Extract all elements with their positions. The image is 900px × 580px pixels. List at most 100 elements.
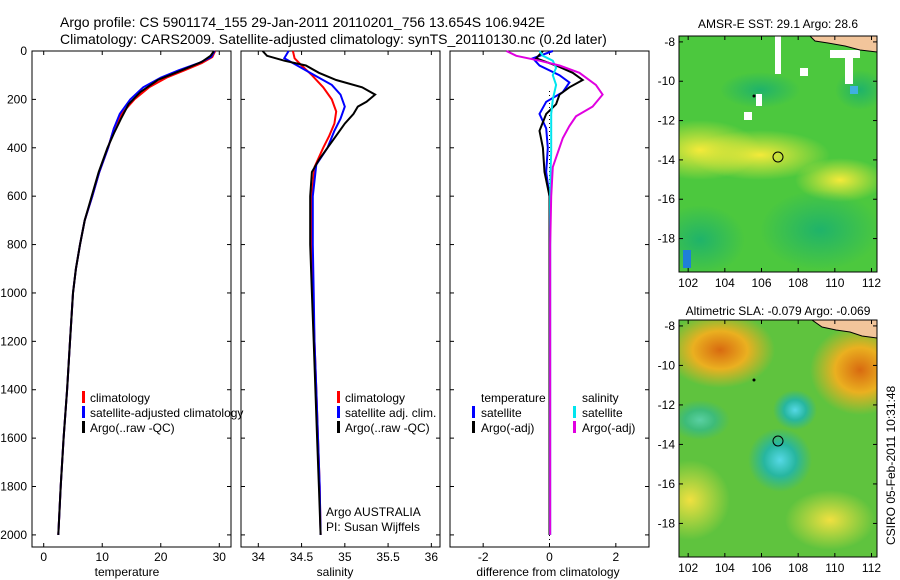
- depth-tick-label: 800: [7, 238, 27, 252]
- temperature-panel-frame: [31, 50, 232, 548]
- salinity-legend: climatology satellite adj. clim. Argo(..…: [337, 391, 436, 435]
- depth-tick-label: 400: [7, 141, 27, 155]
- map-y-tick-label: -18: [658, 516, 676, 530]
- legend-label-sal-satellite: satellite: [582, 406, 623, 420]
- series-line-satellite-adjusted-climatology: [57, 50, 216, 535]
- sla-map-frame: [678, 319, 878, 558]
- depth-tick-label: 2000: [0, 528, 27, 542]
- legend-swatch-argo: [337, 421, 340, 433]
- depth-tick-label: 1000: [0, 286, 27, 300]
- argo-location-marker: [772, 151, 784, 163]
- depth-axis: 0 200 400 600 800 1000 1200 1400 1600 1800 2000: [0, 44, 27, 542]
- map-y-tick-label: -18: [658, 232, 676, 246]
- header-line-2: Climatology: CARS2009. Satellite-adjuste…: [60, 31, 607, 47]
- x-tick-label: 30: [213, 550, 227, 564]
- salinity-panel-frame: [240, 50, 441, 548]
- series-line-temperature-argo-adj-: [534, 50, 585, 535]
- depth-tick-label: 1800: [0, 480, 27, 494]
- map-x-tick-label: 106: [751, 561, 771, 575]
- map-y-tick-label: -16: [658, 192, 676, 206]
- map-y-tick-label: -8: [664, 35, 675, 49]
- profile-layer: 0 10 20 30 34 34.5 35 35.5 36 -2 0 2: [32, 50, 649, 564]
- coastline: [809, 36, 877, 53]
- header-line-1: Argo profile: CS 5901174_155 29-Jan-2011…: [60, 14, 545, 30]
- x-tick-label: 34: [252, 550, 266, 564]
- legend-swatch-sal-satellite: [573, 406, 576, 418]
- side-timestamp: CSIRO 05-Feb-2011 10:31:48: [884, 385, 898, 545]
- map-x-tick-label: 104: [715, 276, 735, 290]
- legend-label-climatology: climatology: [345, 391, 405, 405]
- series-line-satellite-adj-clim-: [282, 50, 346, 535]
- x-tick-label: -2: [478, 550, 489, 564]
- legend-label-argo: Argo(..raw -QC): [90, 421, 175, 435]
- x-tick-label: 2: [612, 550, 619, 564]
- series-line-argo-raw-qc-: [261, 50, 377, 535]
- legend-label-sal-argo: Argo(-adj): [582, 421, 635, 435]
- x-tick-label: 0: [40, 550, 47, 564]
- pi-annotation: PI: Susan Wijffels: [326, 520, 420, 534]
- sla-map-field: [679, 320, 877, 557]
- map-x-tick-label: 106: [751, 276, 771, 290]
- float-owner-annotation: Argo AUSTRALIA: [326, 505, 421, 519]
- map-y-tick-label: -16: [658, 477, 676, 491]
- salinity-axis-label: salinity: [317, 565, 354, 579]
- x-tick-label: 10: [96, 550, 110, 564]
- legend-label-temp-satellite: satellite: [481, 406, 522, 420]
- x-tick-label: 34.5: [290, 550, 314, 564]
- land-mask: [845, 56, 853, 84]
- legend-heading-salinity: salinity: [582, 391, 619, 405]
- depth-tick-label: 1200: [0, 334, 27, 348]
- map-x-tick-label: 108: [788, 561, 808, 575]
- depth-tick-label: 200: [7, 92, 27, 106]
- map-x-tick-label: 112: [862, 561, 881, 575]
- sla-map-axes: 102 104 106 108 110 112 -8 -10 -12 -14 -16 -18: [658, 319, 882, 575]
- x-tick-label: 35.5: [376, 550, 400, 564]
- sst-map-title: AMSR-E SST: 29.1 Argo: 28.6: [698, 17, 858, 31]
- legend-swatch-satellite-adjusted: [82, 406, 85, 418]
- map-y-tick-label: -8: [664, 319, 675, 333]
- legend-heading-temperature: temperature: [481, 391, 546, 405]
- sst-map-field: [679, 36, 877, 272]
- land-mask: [756, 94, 762, 106]
- legend-swatch-satellite-adj: [337, 406, 340, 418]
- island-dot: [752, 378, 756, 382]
- map-y-tick-label: -14: [658, 437, 676, 451]
- map-y-tick-label: -12: [658, 114, 676, 128]
- argo-location-marker: [772, 435, 784, 447]
- x-tick-label: 0: [546, 550, 553, 564]
- temperature-axis-label: temperature: [95, 565, 160, 579]
- legend-label-satellite-adj: satellite adj. clim.: [345, 406, 436, 420]
- map-x-tick-label: 110: [825, 276, 844, 290]
- map-y-tick-label: -10: [658, 74, 676, 88]
- legend-label-temp-argo: Argo(-adj): [481, 421, 534, 435]
- land-mask: [775, 36, 781, 74]
- series-line-argo-raw-qc-: [57, 50, 215, 535]
- legend-label-satellite-adjusted: satellite-adjusted climatology: [90, 406, 243, 420]
- depth-tick-label: 600: [7, 189, 27, 203]
- coastline: [811, 320, 877, 339]
- x-tick-label: 20: [154, 550, 168, 564]
- depth-tick-label: 0: [20, 44, 27, 58]
- depth-tick-label: 1600: [0, 431, 27, 445]
- sla-map-title: Altimetric SLA: -0.079 Argo: -0.069: [686, 304, 871, 318]
- map-y-tick-label: -12: [658, 398, 676, 412]
- map-y-tick-label: -14: [658, 153, 676, 167]
- legend-swatch-sal-argo: [573, 421, 576, 433]
- land-mask: [744, 112, 752, 120]
- map-y-tick-label: -10: [658, 358, 676, 372]
- land-mask: [830, 50, 860, 58]
- legend-swatch-temp-argo: [472, 421, 475, 433]
- series-line-salinity-argo-adj-: [505, 50, 604, 535]
- legend-swatch-temp-satellite: [472, 406, 475, 418]
- temperature-legend: climatology satellite-adjusted climatolo…: [82, 391, 243, 435]
- sst-map-axes: 102 104 106 108 110 112 -8 -10 -12 -14 -16 -18: [658, 35, 882, 290]
- map-x-tick-label: 108: [788, 276, 808, 290]
- map-x-tick-label: 110: [825, 561, 844, 575]
- legend-swatch-argo: [82, 421, 85, 433]
- legend-label-climatology: climatology: [90, 391, 150, 405]
- series-line-climatology: [57, 50, 217, 535]
- difference-legend: temperature satellite Argo(-adj) salinit…: [472, 391, 635, 435]
- map-x-tick-label: 102: [678, 561, 698, 575]
- sst-map-frame: [678, 35, 878, 273]
